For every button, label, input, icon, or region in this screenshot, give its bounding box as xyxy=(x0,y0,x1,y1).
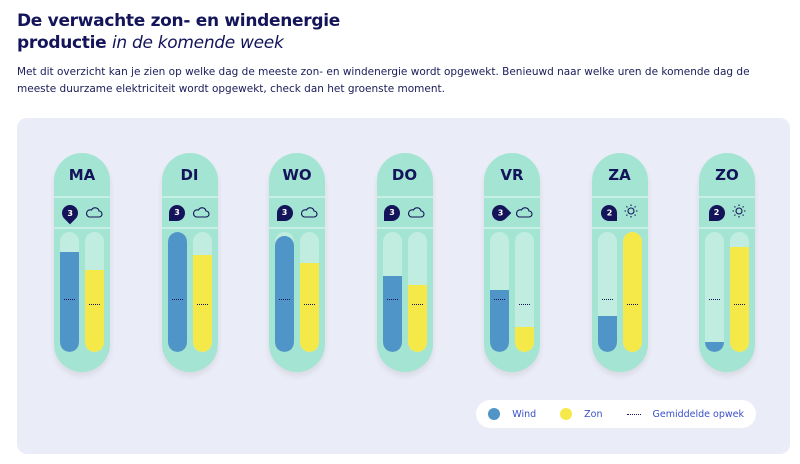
wind-average-line xyxy=(64,299,75,301)
zon-average-line xyxy=(734,304,745,306)
zon-fill xyxy=(192,254,212,352)
zon-fill xyxy=(622,232,642,352)
wind-bar xyxy=(167,232,187,352)
cloud-icon xyxy=(407,203,425,222)
cloud-icon xyxy=(300,203,318,222)
day-label: ZA xyxy=(591,153,648,198)
zon-average-line xyxy=(196,304,208,306)
wind-fill xyxy=(597,316,617,352)
wind-bar xyxy=(60,232,79,352)
zon-fill xyxy=(300,263,319,352)
zon-bar xyxy=(300,232,319,352)
wind-direction-icon: 3 xyxy=(488,201,511,224)
wind-direction-icon: 3 xyxy=(276,204,293,221)
title-italic: in de komende week xyxy=(112,33,284,53)
day-label: WO xyxy=(269,153,325,198)
wind-fill xyxy=(705,342,724,352)
sun-icon xyxy=(624,203,638,222)
wind-direction-icon: 2 xyxy=(708,204,725,221)
wind-force: 3 xyxy=(496,208,503,218)
legend: Wind Zon Gemiddelde opwek xyxy=(476,400,756,428)
day-card-za: ZA 2 xyxy=(591,153,648,372)
avg-line-swatch xyxy=(626,413,641,415)
wind-bar xyxy=(490,232,509,352)
wind-swatch xyxy=(488,408,501,420)
zon-average-line xyxy=(519,304,530,306)
legend-wind: Wind xyxy=(512,408,537,420)
wind-force: 3 xyxy=(389,208,395,217)
wind-bar xyxy=(705,232,724,352)
wind-force: 3 xyxy=(66,208,73,218)
day-label: VR xyxy=(484,153,540,198)
legend-zon: Zon xyxy=(584,408,603,420)
zon-bar xyxy=(515,232,534,352)
wind-force: 3 xyxy=(281,208,288,217)
day-label: ZO xyxy=(699,153,755,198)
legend-avg: Gemiddelde opwek xyxy=(652,408,745,420)
zon-average-line xyxy=(304,304,315,306)
day-card-zo: ZO 2 xyxy=(699,153,755,372)
wind-force: 2 xyxy=(606,208,612,218)
zon-bar xyxy=(730,232,749,352)
intro-text: Met dit overzicht kan je zien op welke d… xyxy=(17,66,750,95)
wind-average-line xyxy=(601,299,613,301)
zon-bar xyxy=(85,232,104,352)
zon-bar xyxy=(622,232,642,352)
zon-average-line xyxy=(411,304,423,306)
zon-fill xyxy=(407,284,427,352)
wind-fill xyxy=(167,232,187,352)
forecast-panel: MA 3 DI 3 WO 3 DO 3 VR 3 ZA 2 ZO 2 Wind … xyxy=(17,118,790,454)
day-label: DO xyxy=(376,153,433,198)
day-card-ma: MA 3 xyxy=(54,153,110,372)
wind-direction-icon: 2 xyxy=(601,204,617,221)
wind-bar xyxy=(597,232,617,352)
zon-average-line xyxy=(626,304,638,306)
zon-fill xyxy=(730,247,749,352)
wind-fill xyxy=(490,289,509,352)
wind-force: 2 xyxy=(713,208,720,217)
day-card-do: DO 3 xyxy=(376,153,433,372)
sun-icon xyxy=(732,203,746,222)
page-title: De verwachte zon- en windenergie product… xyxy=(17,10,340,54)
title-line-1: De verwachte zon- en windenergie xyxy=(17,11,340,31)
wind-average-line xyxy=(709,299,720,301)
wind-fill xyxy=(60,252,79,352)
zon-fill xyxy=(515,326,534,352)
wind-average-line xyxy=(386,299,398,301)
wind-average-line xyxy=(279,299,290,301)
day-card-wo: WO 3 xyxy=(269,153,325,372)
cloud-icon xyxy=(85,203,103,222)
zon-average-line xyxy=(89,304,100,306)
wind-direction-icon: 3 xyxy=(169,204,185,221)
day-card-vr: VR 3 xyxy=(484,153,540,372)
wind-fill xyxy=(275,235,294,352)
day-label: DI xyxy=(161,153,218,198)
wind-fill xyxy=(382,276,402,352)
zon-bar xyxy=(192,232,212,352)
wind-bar xyxy=(382,232,402,352)
wind-force: 3 xyxy=(174,208,180,217)
zon-swatch xyxy=(560,408,573,420)
zon-bar xyxy=(407,232,427,352)
day-label: MA xyxy=(54,153,110,198)
wind-direction-icon: 3 xyxy=(58,201,81,224)
wind-bar xyxy=(275,232,294,352)
cloud-icon xyxy=(192,203,210,222)
wind-average-line xyxy=(494,299,505,301)
wind-average-line xyxy=(171,299,183,301)
zon-fill xyxy=(85,270,104,352)
title-bold: productie xyxy=(17,33,107,53)
cloud-icon xyxy=(515,203,533,222)
day-card-di: DI 3 xyxy=(161,153,218,372)
wind-direction-icon: 3 xyxy=(384,204,400,221)
